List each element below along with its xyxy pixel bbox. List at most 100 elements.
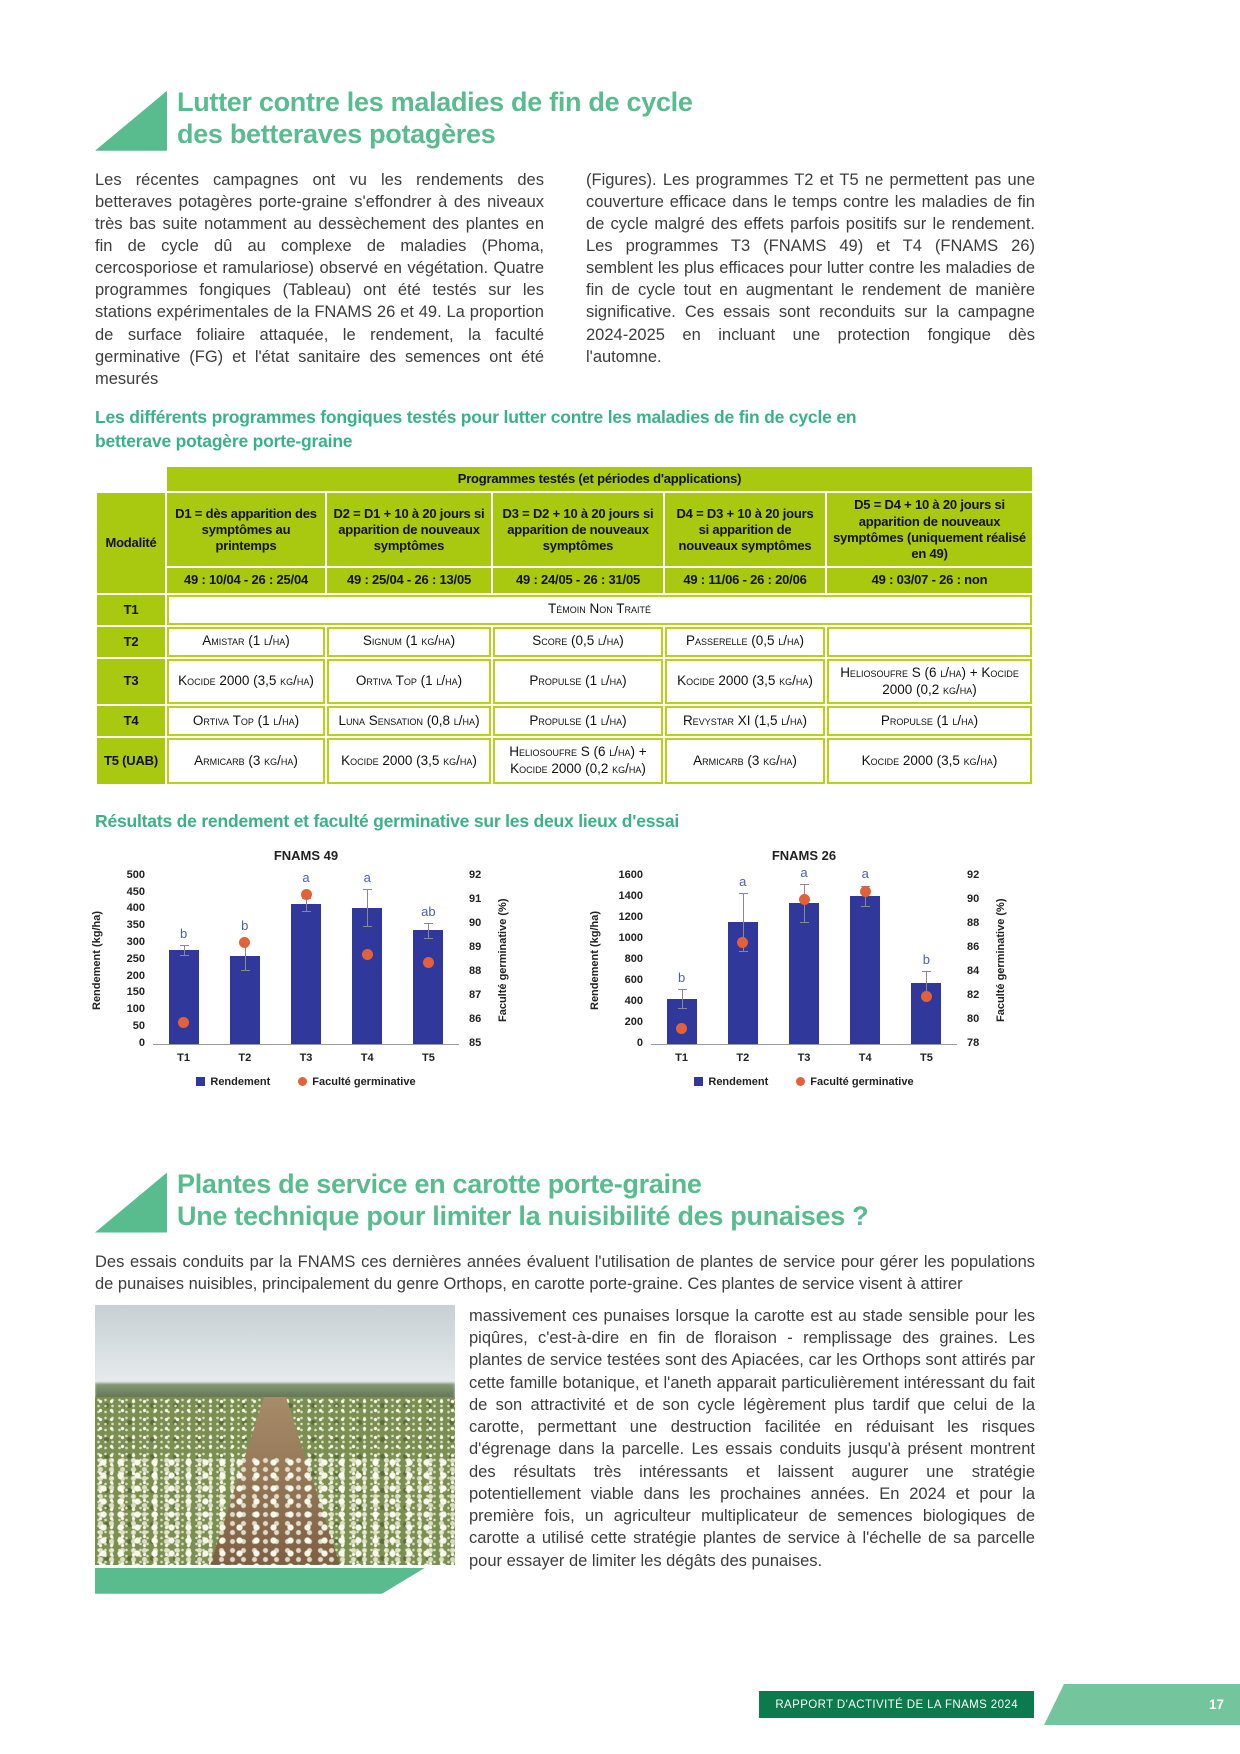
fungicide-programs-table: Programmes testés (et périodes d'applica… [95,465,1034,786]
y-axis-tick-label: 200 [126,969,145,982]
table-row: 49 : 10/04 - 26 : 25/04 49 : 25/04 - 26 … [97,568,1033,593]
fg-dot [798,894,810,906]
fg-dot [676,1022,688,1034]
table-cell: Kocide 2000 (3,5 kg/ha) [327,738,491,785]
y2-axis-tick-label: 89 [469,940,482,953]
carrot-field-photo [95,1304,455,1565]
x-category-label: T1 [675,1051,689,1064]
y2-axis-tick-label: 80 [967,1012,980,1025]
rendement-bar [789,903,819,1044]
table-date-cell: 49 : 11/06 - 26 : 20/06 [665,568,825,593]
table-date-cell: 49 : 24/05 - 26 : 31/05 [493,568,663,593]
table-cell: Propulse (1 l/ha) [827,706,1033,737]
y2-axis-tick-label: 87 [469,988,482,1001]
y2-axis-tick-label: 90 [469,916,482,929]
y2-axis-tick-label: 88 [469,964,482,977]
error-bar-cap [922,970,932,972]
y-axis-tick-label: 150 [126,986,145,999]
y2-axis-title: Faculté germinative (%) [995,898,1007,1022]
x-category-label: T3 [797,1051,811,1064]
y-axis-tick-label: 400 [624,994,643,1007]
table-cell: Heliosoufre S (6 l/ha) + Kocide 2000 (0,… [493,738,663,785]
x-category-label: T1 [177,1051,191,1064]
y-axis-tick-label: 0 [636,1036,643,1049]
table-col-header: D1 = dès apparition des symptômes au pri… [167,493,325,567]
section2-title-line1: Plantes de service en carotte porte-grai… [177,1168,702,1199]
x-category-label: T4 [360,1051,374,1064]
x-category-label: T2 [238,1051,252,1064]
table-date-cell: 49 : 10/04 - 26 : 25/04 [167,568,325,593]
section1-title-line2: des betteraves potagères [177,119,496,150]
section2-body-row: massivement ces punaises lorsque la caro… [95,1304,1035,1594]
intro-column-right: (Figures). Les programmes T2 et T5 ne pe… [586,170,1035,366]
table-cell: Armicarb (3 kg/ha) [665,738,825,785]
table-cell: Témoin Non Traité [167,594,1033,625]
error-bar-line [367,889,369,927]
error-bar-cap [861,905,871,907]
section2-title-line2: Une technique pour limiter la nuisibilit… [177,1201,869,1232]
error-bar-line [742,892,744,952]
x-category-label: T4 [858,1051,872,1064]
error-bar-line [681,989,683,1009]
error-bar-line [183,944,185,955]
table-cell: Passerelle (0,5 l/ha) [665,626,825,657]
triangle-accent-icon [95,90,167,151]
error-bar-cap [738,951,748,953]
table-row: T1 Témoin Non Traité [97,594,1033,625]
error-bar-line [926,970,928,995]
fg-dot [920,991,932,1003]
chart-fnams-49: FNAMS 49 0 50 100 150 200 250 300 350 400 450 500 85… [89,846,529,1108]
table-cell: Ortiva Top (1 l/ha) [327,658,491,705]
legend-faculte-germinative: Faculté germinative [796,1076,914,1088]
table-col-header: D2 = D1 + 10 à 20 jours si apparition de… [327,493,491,567]
intro-column-left: Les récentes campagnes ont vu les rendem… [95,170,544,388]
triangle-accent-icon [95,1172,167,1233]
fg-dot [422,956,434,968]
legend-faculte-germinative-label: Faculté germinative [312,1075,416,1088]
stat-letter: b [179,925,188,941]
section2-title: Plantes de service en carotte porte-grai… [177,1168,869,1233]
footer-report-label: RAPPORT D'ACTIVITÉ DE LA FNAMS 2024 [759,1691,1034,1718]
stat-letter: b [241,917,249,933]
rendement-bar [168,949,199,1044]
y-axis-tick-label: 1200 [618,910,643,923]
y-axis-title: Rendement (kg/ha) [589,910,601,1010]
table-cell: Kocide 2000 (3,5 kg/ha) [665,658,825,705]
legend-rendement: Rendement [694,1076,768,1088]
error-bar-cap [738,892,748,894]
table-row: T4 Ortiva Top (1 l/ha) Luna Sensation (0… [97,706,1033,737]
rendement-bar [850,895,881,1044]
stat-letter: ab [421,903,436,919]
y-axis-tick-label: 50 [132,1019,145,1032]
table-col-header: D3 = D2 + 10 à 20 jours si apparition de… [493,493,663,567]
table-corner-blank [97,467,165,492]
error-bar-line [306,897,307,912]
y2-axis-tick-label: 78 [967,1036,980,1049]
stat-letter: a [302,869,310,885]
intro-columns: Les récentes campagnes ont vu les rendem… [95,169,1035,390]
error-bar-cap [363,889,373,891]
error-bar-cap [240,969,250,971]
section2: Plantes de service en carotte porte-grai… [95,1168,1035,1594]
legend-faculte-germinative-marker-icon [796,1077,806,1087]
table-cell: Score (0,5 l/ha) [493,626,663,657]
error-bar-cap [800,922,809,924]
error-bar-cap [800,883,809,885]
rendement-bar [291,904,321,1044]
y2-axis-tick-label: 92 [469,868,482,881]
fg-dot [361,949,373,961]
stat-letter: a [363,870,371,886]
x-axis-line [651,1043,957,1045]
table-cell: Propulse (1 l/ha) [493,658,663,705]
table-cell: Amistar (1 l/ha) [167,626,325,657]
rendement-bar [413,930,444,1044]
y-axis-tick-label: 300 [126,935,145,948]
error-bar-line [428,922,430,938]
y-axis-title: Rendement (kg/ha) [91,910,103,1010]
y-axis-tick-label: 400 [126,902,145,915]
table-row-label: T1 [97,594,165,625]
error-bar-line [244,942,246,970]
x-axis-line [153,1043,459,1045]
y2-axis-title: Faculté germinative (%) [497,898,509,1022]
table-date-cell: 49 : 03/07 - 26 : non [827,568,1033,593]
